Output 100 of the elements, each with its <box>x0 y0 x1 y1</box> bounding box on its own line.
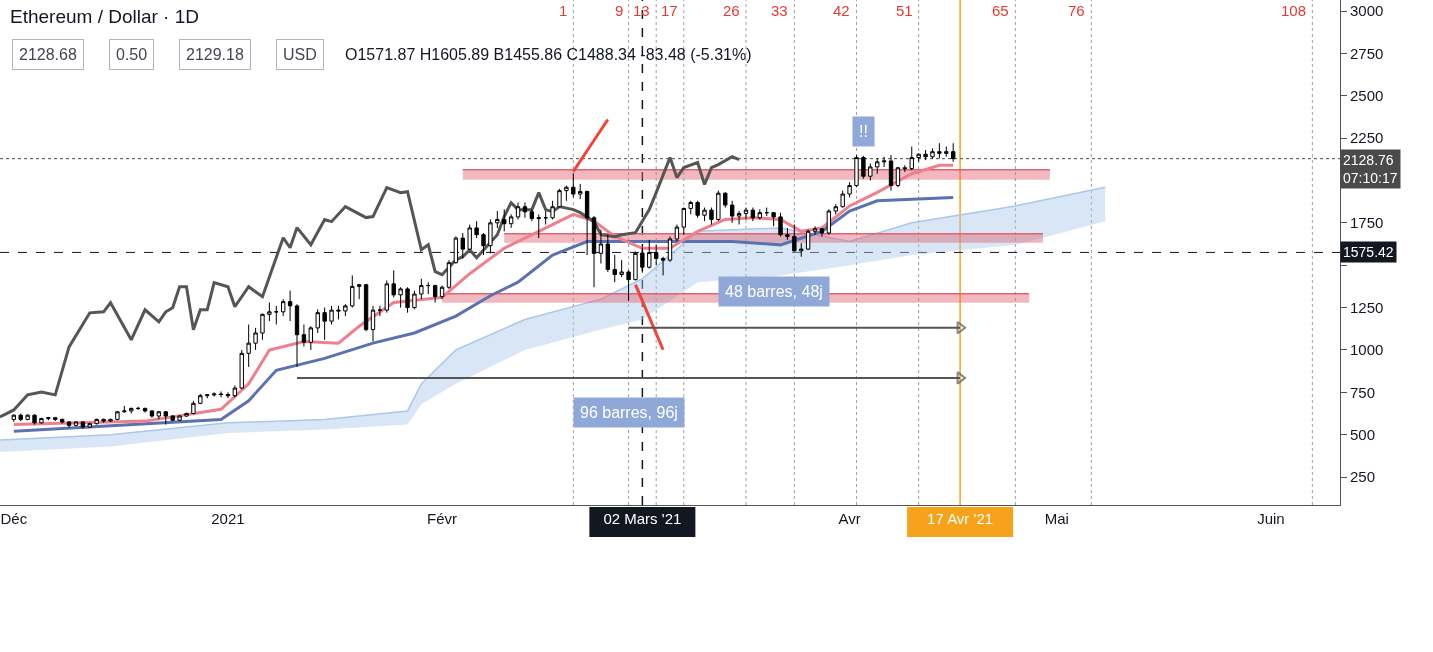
candlestick <box>757 208 762 220</box>
candlestick <box>246 324 251 368</box>
candlestick <box>861 155 866 180</box>
candlestick <box>59 418 65 425</box>
candlestick <box>426 281 431 295</box>
candlestick <box>688 200 693 215</box>
annotation: 2128.68 <box>19 46 77 63</box>
candlestick <box>32 413 37 426</box>
annotation: 2129.18 <box>186 46 244 63</box>
candlestick <box>80 420 86 430</box>
candlestick <box>391 269 396 298</box>
ref-line-label: 13 <box>633 2 650 19</box>
candlestick <box>122 405 127 414</box>
ref-line-label: 42 <box>833 2 850 19</box>
y-tick-label: 1000 <box>1350 341 1384 359</box>
y-tick-label: 2250 <box>1350 129 1384 147</box>
candlestick <box>218 390 224 398</box>
x-tick-label: Févr <box>427 510 458 527</box>
candlestick <box>405 286 410 314</box>
candlestick <box>377 305 383 317</box>
candlestick <box>432 284 438 303</box>
candlestick <box>412 290 417 310</box>
candlestick <box>881 156 887 168</box>
candlestick <box>764 207 769 217</box>
candlestick <box>578 183 583 200</box>
candlestick <box>785 227 790 241</box>
candlestick <box>25 413 30 421</box>
candlestick <box>467 224 472 251</box>
ref-line-label: 33 <box>771 2 788 19</box>
y-tick-label: 2500 <box>1350 87 1384 104</box>
candlestick <box>633 251 638 281</box>
candlestick <box>177 414 182 422</box>
ref-line-label: 26 <box>723 2 740 19</box>
candlestick <box>294 303 300 368</box>
candlestick <box>640 246 645 274</box>
candlestick <box>847 181 852 198</box>
candlestick <box>819 227 825 237</box>
candlestick <box>536 213 541 239</box>
candlestick <box>53 416 58 422</box>
candlestick <box>875 157 880 175</box>
candlestick <box>792 224 797 253</box>
candlestick <box>888 154 894 192</box>
candlestick <box>895 166 901 188</box>
candlestick <box>343 303 348 317</box>
y-tick-label: 500 <box>1350 425 1376 443</box>
candlestick <box>495 210 500 229</box>
candlestick <box>674 224 680 242</box>
candlestick <box>384 279 389 314</box>
annotation: 48 barres, 48j <box>725 283 823 300</box>
candlestick <box>163 410 168 426</box>
candlestick <box>281 298 286 317</box>
chart-title: Ethereum / Dollar · 1D <box>10 6 200 27</box>
candlestick <box>681 207 687 236</box>
candlestick <box>453 235 459 265</box>
candlestick <box>729 200 735 224</box>
candlestick <box>39 417 44 425</box>
candlestick <box>736 210 742 226</box>
candlestick <box>439 285 445 300</box>
candlestick <box>260 313 265 341</box>
candlestick <box>826 208 832 236</box>
candlestick <box>750 207 756 222</box>
candlestick <box>191 400 196 415</box>
ref-line-label: 1 <box>559 2 568 19</box>
candlestick <box>322 307 327 341</box>
ref-line-label: 17 <box>661 2 678 19</box>
ref-line-label: 51 <box>896 2 913 19</box>
candlestick <box>709 207 714 226</box>
candlestick <box>619 259 624 278</box>
ref-line-label: 108 <box>1281 2 1307 19</box>
candlestick <box>225 391 231 399</box>
y-tick-label: 3000 <box>1350 2 1384 20</box>
x-tick-label: 02 Mars '21 <box>603 510 682 527</box>
candlestick <box>557 188 562 209</box>
candlestick <box>66 420 72 429</box>
x-tick-label: Déc <box>0 510 28 527</box>
candlestick <box>695 200 700 219</box>
candlestick <box>170 414 175 422</box>
candlestick <box>723 191 728 209</box>
candlestick <box>488 218 493 254</box>
candlestick <box>812 225 818 236</box>
candlestick <box>944 146 949 158</box>
candlestick <box>799 242 804 258</box>
candlestick <box>198 393 203 405</box>
x-tick-label: Mai <box>1044 510 1069 527</box>
candlestick <box>232 385 238 398</box>
candlestick <box>522 202 528 219</box>
candlestick <box>336 305 341 320</box>
candlestick <box>647 239 652 270</box>
candlestick <box>350 274 355 309</box>
candlestick <box>205 393 210 399</box>
candlestick <box>149 409 155 419</box>
candlestick <box>591 215 597 288</box>
candlestick <box>211 391 217 398</box>
x-tick-label: 17 Avr '21 <box>927 510 994 527</box>
candlestick <box>598 229 604 265</box>
candlestick <box>356 283 362 300</box>
candlestick <box>253 327 258 351</box>
candlestick <box>115 410 120 421</box>
candlestick <box>274 305 279 326</box>
candlestick <box>460 232 465 259</box>
